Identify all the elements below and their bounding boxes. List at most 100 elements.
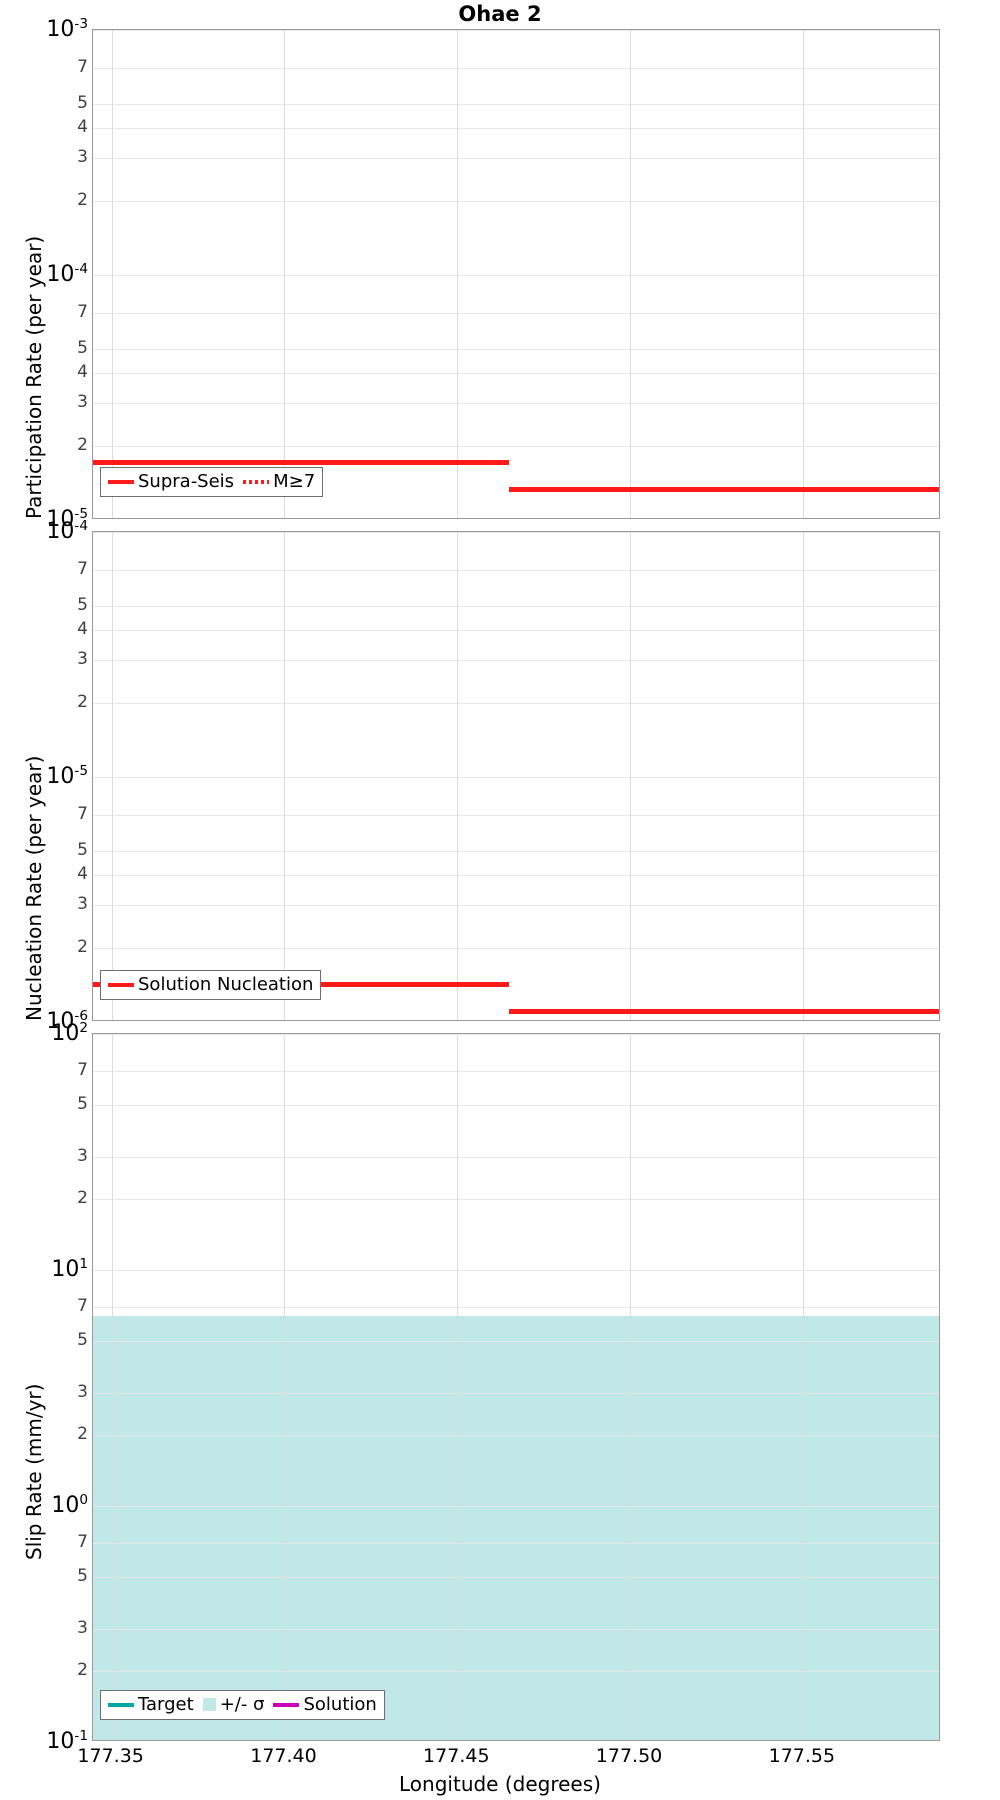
x-tick-label: 177.50 [595, 1745, 663, 1767]
y-axis-ticks-nucleation-rate: 10-4 7 5 4 3 2 10-5 7 5 4 3 2 10-6 [0, 518, 88, 1034]
gridline-vertical [457, 30, 459, 518]
gridline-horizontal [93, 1198, 939, 1200]
legend-item[interactable]: Solution [273, 1694, 377, 1715]
gridline-horizontal [93, 372, 939, 374]
y-tick-label: 3 [77, 392, 88, 413]
plot-area-participation-rate [92, 29, 940, 519]
gridline-horizontal [93, 569, 939, 571]
y-tick-label: 7 [77, 558, 88, 579]
x-tick-label: 177.35 [77, 1745, 144, 1767]
y-tick-label: 3 [77, 649, 88, 670]
y-tick-label: 7 [77, 803, 88, 824]
y-tick-label: 2 [77, 692, 88, 713]
y-tick-label: 5 [77, 839, 88, 860]
gridline-horizontal [93, 1629, 939, 1631]
y-tick-label: 2 [77, 435, 88, 456]
legend-label: Solution Nucleation [138, 974, 314, 995]
y-tick-label: 10-1 [46, 1727, 88, 1755]
legend-item[interactable]: Supra-Seis [108, 471, 234, 492]
gridline-horizontal [93, 948, 939, 950]
gridline-horizontal [93, 201, 939, 203]
y-tick-label: 3 [77, 894, 88, 915]
legend-nucleation-rate[interactable]: Solution Nucleation [100, 970, 322, 1000]
legend-item[interactable]: M≥7 [243, 471, 315, 492]
gridline-horizontal [93, 1577, 939, 1579]
legend-label: M≥7 [273, 471, 316, 492]
uncertainty-band [93, 1315, 939, 1740]
data-line-segment [509, 1009, 939, 1015]
gridline-horizontal [93, 1105, 939, 1106]
y-tick-label: 5 [77, 92, 88, 113]
panel-nucleation-rate [92, 531, 940, 1021]
panel-participation-rate [92, 29, 940, 519]
gridline-vertical [284, 30, 286, 518]
legend-swatch-icon [108, 982, 134, 987]
y-axis-ticks-slip-rate: 102 7 5 3 2 101 7 5 3 2 100 7 5 3 2 10-1 [0, 1020, 88, 1754]
gridline-vertical [284, 1034, 286, 1740]
data-line-segment [509, 487, 939, 493]
y-axis-label-participation-rate: Participation Rate (per year) [22, 235, 46, 519]
panel-slip-rate [92, 1033, 940, 1741]
gridline-horizontal [93, 103, 939, 105]
y-tick-label: 5 [77, 1329, 88, 1350]
y-tick-label: 3 [77, 147, 88, 168]
legend-item[interactable]: Target [108, 1694, 194, 1715]
gridline-horizontal [93, 850, 939, 852]
gridline-horizontal [93, 1034, 939, 1035]
gridline-vertical [457, 1034, 459, 1740]
y-tick-label: 2 [77, 1423, 88, 1444]
gridline-horizontal [93, 67, 939, 69]
y-tick-label: 5 [77, 1566, 88, 1587]
y-axis-ticks-participation-rate: 10-3 7 5 4 3 2 10-4 7 5 4 3 2 10-5 [0, 16, 88, 532]
gridline-horizontal [93, 1269, 939, 1271]
data-line-segment [93, 459, 510, 465]
gridline-horizontal [93, 1393, 939, 1395]
gridline-vertical [111, 532, 113, 1020]
legend-slip-rate[interactable]: Target +/- σ Solution [100, 1690, 385, 1720]
y-tick-label: 2 [77, 190, 88, 211]
gridline-horizontal [93, 1157, 939, 1159]
legend-label: Supra-Seis [138, 471, 235, 492]
y-tick-label: 7 [77, 301, 88, 322]
legend-label: +/- σ [219, 1694, 265, 1715]
y-tick-label: 2 [77, 1659, 88, 1680]
gridline-vertical [630, 1034, 632, 1740]
gridline-horizontal [93, 814, 939, 816]
legend-swatch-icon [243, 479, 270, 484]
page-title: Ohae 2 [458, 2, 542, 26]
y-tick-label: 3 [77, 1146, 88, 1167]
y-tick-label: 10-5 [46, 762, 88, 790]
gridline-horizontal [93, 1670, 939, 1672]
legend-swatch-icon [273, 1702, 300, 1707]
gridline-vertical [284, 532, 286, 1020]
legend-label: Target [138, 1694, 194, 1715]
y-tick-label: 7 [77, 1059, 88, 1080]
gridline-horizontal [93, 905, 939, 907]
gridline-horizontal [93, 127, 939, 129]
gridline-horizontal [93, 348, 939, 350]
plot-area-nucleation-rate [92, 531, 940, 1021]
y-tick-label: 10-6 [46, 1007, 88, 1035]
y-axis-label-nucleation-rate: Nucleation Rate (per year) [22, 755, 46, 1021]
y-tick-label: 100 [51, 1491, 88, 1519]
gridline-vertical [802, 30, 804, 518]
y-tick-label: 2 [77, 937, 88, 958]
legend-swatch-icon [108, 479, 134, 484]
gridline-horizontal [93, 605, 939, 607]
y-tick-label: 5 [77, 337, 88, 358]
gridline-vertical [802, 1034, 804, 1740]
legend-participation-rate[interactable]: Supra-Seis M≥7 [100, 467, 324, 497]
y-tick-label: 4 [77, 863, 88, 884]
y-tick-label: 10-4 [46, 517, 88, 545]
y-tick-label: 102 [51, 1019, 88, 1047]
y-tick-label: 10-4 [46, 260, 88, 288]
legend-swatch-icon [108, 1702, 134, 1707]
legend-item[interactable]: +/- σ [202, 1694, 265, 1715]
legend-item[interactable]: Solution Nucleation [108, 974, 313, 995]
plot-area-slip-rate [92, 1033, 940, 1741]
gridline-horizontal [93, 158, 939, 160]
x-tick-label: 177.55 [768, 1745, 836, 1767]
gridline-horizontal [93, 1306, 939, 1308]
gridline-horizontal [93, 1542, 939, 1544]
